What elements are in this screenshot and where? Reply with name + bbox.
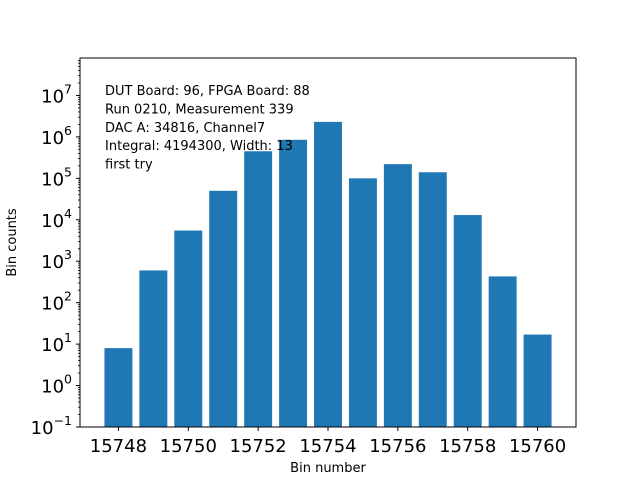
bar-15760 xyxy=(523,334,552,427)
x-tick-label: 15756 xyxy=(369,436,426,457)
y-tick-base: 10 xyxy=(41,211,64,232)
x-tick-label: 15758 xyxy=(439,436,496,457)
bar-15756 xyxy=(383,164,412,428)
y-tick-base: 10 xyxy=(41,128,64,149)
annotation-line: Integral: 4194300, Width: 13 xyxy=(105,139,293,154)
bar-15752 xyxy=(244,151,273,427)
bar-15759 xyxy=(488,276,517,427)
y-tick-label: 10−1 xyxy=(31,413,72,439)
bar-15755 xyxy=(348,178,377,427)
x-tick-label: 15748 xyxy=(90,436,147,457)
y-tick-exponent: 0 xyxy=(64,372,72,387)
y-tick-label: 106 xyxy=(41,123,72,149)
y-tick-base: 10 xyxy=(41,294,64,315)
y-tick-base: 10 xyxy=(41,335,64,356)
y-tick-base: 10 xyxy=(31,418,54,439)
y-tick-label: 104 xyxy=(41,206,72,232)
x-tick-label: 15750 xyxy=(160,436,217,457)
x-axis-label: Bin number xyxy=(290,461,366,476)
y-tick-base: 10 xyxy=(41,252,64,273)
y-tick-exponent: 1 xyxy=(64,330,72,345)
annotation-line: first try xyxy=(105,158,153,173)
x-tick-label: 15752 xyxy=(230,436,287,457)
y-tick-base: 10 xyxy=(41,86,64,107)
bar-15754 xyxy=(314,121,342,428)
bars-layer xyxy=(104,121,552,428)
y-tick-label: 105 xyxy=(41,164,72,190)
bar-15753 xyxy=(279,139,308,427)
x-axis: 15748 15750 15752 15754 15756 15758 15760 xyxy=(90,427,566,457)
bar-15757 xyxy=(418,172,447,427)
y-tick-exponent: 7 xyxy=(64,81,72,96)
bar-15758 xyxy=(453,215,482,427)
y-tick-label: 101 xyxy=(41,330,72,356)
y-tick-exponent: 3 xyxy=(64,247,72,262)
bar-15750 xyxy=(174,230,203,427)
annotation-line: DUT Board: 96, FPGA Board: 88 xyxy=(105,84,310,99)
y-tick-exponent: 6 xyxy=(64,123,72,138)
annotation-block: DUT Board: 96, FPGA Board: 88 Run 0210, M… xyxy=(105,84,310,173)
y-tick-label: 103 xyxy=(41,247,72,273)
y-tick-base: 10 xyxy=(41,169,64,190)
x-tick-label: 15754 xyxy=(299,436,356,457)
annotation-line: DAC A: 34816, Channel7 xyxy=(105,121,265,136)
y-tick-exponent: −1 xyxy=(54,413,72,428)
x-tick-label: 15760 xyxy=(509,436,566,457)
bar-15748 xyxy=(104,348,133,427)
y-tick-label: 107 xyxy=(41,81,72,107)
y-tick-exponent: 2 xyxy=(64,289,72,304)
y-tick-exponent: 4 xyxy=(64,206,72,221)
y-axis-label: Bin counts xyxy=(5,208,20,277)
y-tick-label: 100 xyxy=(41,372,72,398)
y-tick-base: 10 xyxy=(41,377,64,398)
bar-15751 xyxy=(209,190,238,427)
y-tick-exponent: 5 xyxy=(64,164,72,179)
y-tick-label: 102 xyxy=(41,289,72,315)
annotation-line: Run 0210, Measurement 339 xyxy=(105,102,294,117)
bar-15749 xyxy=(139,270,168,427)
